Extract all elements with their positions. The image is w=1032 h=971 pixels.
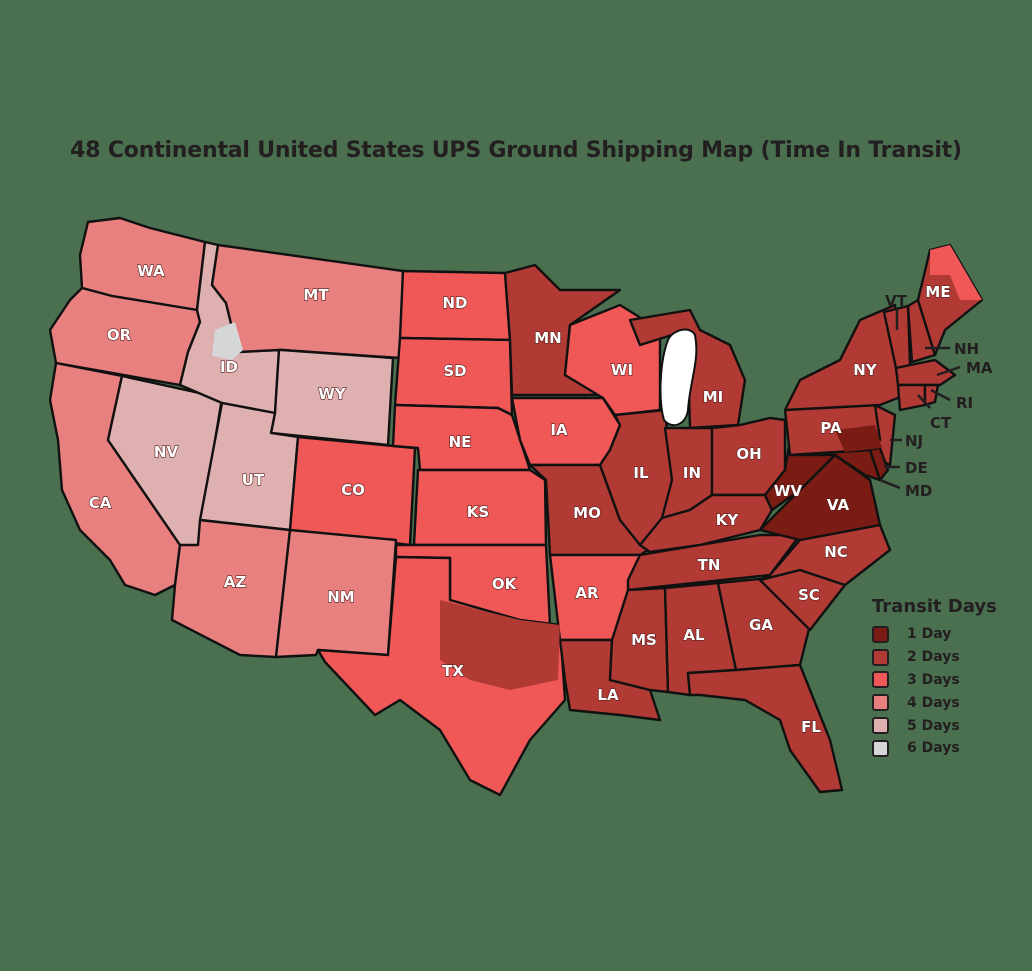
- label-nc: NC: [824, 543, 848, 561]
- label-id: ID: [220, 358, 238, 376]
- label-ma: MA: [966, 359, 993, 377]
- legend-swatch: [872, 739, 889, 757]
- label-mn: MN: [534, 329, 561, 347]
- label-tn: TN: [698, 556, 721, 574]
- label-wa: WA: [137, 262, 165, 280]
- label-ms: MS: [631, 631, 657, 649]
- zone-me-3day: [930, 245, 982, 300]
- label-ia: IA: [550, 421, 568, 439]
- map-title: 48 Continental United States UPS Ground …: [70, 138, 962, 163]
- label-mo: MO: [573, 504, 601, 522]
- label-la: LA: [597, 686, 619, 704]
- label-wv: WV: [774, 482, 803, 500]
- label-md: MD: [905, 482, 932, 500]
- label-co: CO: [341, 481, 365, 499]
- label-in: IN: [683, 464, 701, 482]
- label-ga: GA: [749, 616, 773, 634]
- label-va: VA: [827, 496, 850, 514]
- state-md[interactable]: [788, 448, 882, 482]
- legend-item: 6 Days: [872, 737, 997, 760]
- state-ma[interactable]: [894, 358, 957, 387]
- legend-item: 2 Days: [872, 646, 997, 669]
- label-oh: OH: [736, 445, 761, 463]
- label-nh: NH: [954, 340, 979, 358]
- label-vt: VT: [885, 292, 908, 310]
- label-ca: CA: [89, 494, 112, 512]
- label-ok: OK: [492, 575, 518, 593]
- label-nm: NM: [327, 588, 354, 606]
- label-nj: NJ: [905, 432, 923, 450]
- legend-label: 4 Days: [907, 694, 960, 711]
- legend-label: 1 Day: [907, 626, 952, 643]
- label-ne: NE: [449, 433, 472, 451]
- zone-pa-1day: [835, 425, 882, 452]
- legend-item: 1 Day: [872, 623, 997, 646]
- label-ri: RI: [956, 394, 973, 412]
- label-ks: KS: [467, 503, 489, 521]
- label-nd: ND: [442, 294, 467, 312]
- label-tx: TX: [442, 662, 464, 680]
- state-fl[interactable]: [686, 663, 844, 794]
- label-ar: AR: [575, 584, 599, 602]
- zone-id-6day: [212, 322, 243, 360]
- legend-label: 3 Days: [907, 671, 960, 688]
- legend-item: 3 Days: [872, 669, 997, 692]
- legend-swatch: [872, 625, 889, 643]
- lake-michigan: [659, 328, 698, 427]
- label-wi: WI: [611, 361, 633, 379]
- label-pa: PA: [820, 419, 842, 437]
- legend-title: Transit Days: [872, 596, 997, 617]
- label-il: IL: [633, 464, 649, 482]
- legend-swatch: [872, 717, 889, 735]
- label-ny: NY: [853, 361, 878, 379]
- legend-label: 5 Days: [907, 717, 960, 734]
- label-or: OR: [107, 326, 132, 344]
- legend-label: 2 Days: [907, 649, 960, 666]
- legend-item: 4 Days: [872, 691, 997, 714]
- label-mt: MT: [303, 286, 329, 304]
- label-fl: FL: [801, 718, 821, 736]
- zone-tx-2day: [440, 600, 560, 690]
- legend-swatch: [872, 648, 889, 666]
- label-al: AL: [683, 626, 705, 644]
- label-wy: WY: [318, 385, 347, 403]
- legend: Transit Days 1 Day 2 Days 3 Days 4 Days 5 Da…: [872, 596, 997, 760]
- external-labels: VT NH MA RI CT NJ DE MD: [879, 292, 993, 500]
- label-de: DE: [905, 459, 928, 477]
- legend-item: 5 Days: [872, 714, 997, 737]
- state-ks[interactable]: [412, 468, 548, 547]
- label-nv: NV: [154, 443, 179, 461]
- label-mi: MI: [703, 388, 724, 406]
- label-ct: CT: [930, 414, 952, 432]
- label-sd: SD: [443, 362, 466, 380]
- label-ut: UT: [242, 471, 265, 489]
- label-ky: KY: [716, 511, 740, 529]
- state-de[interactable]: [868, 446, 890, 482]
- state-ri[interactable]: [923, 383, 940, 407]
- label-me: ME: [925, 283, 950, 301]
- label-sc: SC: [798, 586, 820, 604]
- legend-label: 6 Days: [907, 740, 960, 757]
- legend-swatch: [872, 671, 889, 689]
- legend-swatch: [872, 694, 889, 712]
- state-labels: WA OR CA ID NV MT WY UT CO AZ NM ND SD N…: [88, 261, 951, 736]
- label-az: AZ: [224, 573, 247, 591]
